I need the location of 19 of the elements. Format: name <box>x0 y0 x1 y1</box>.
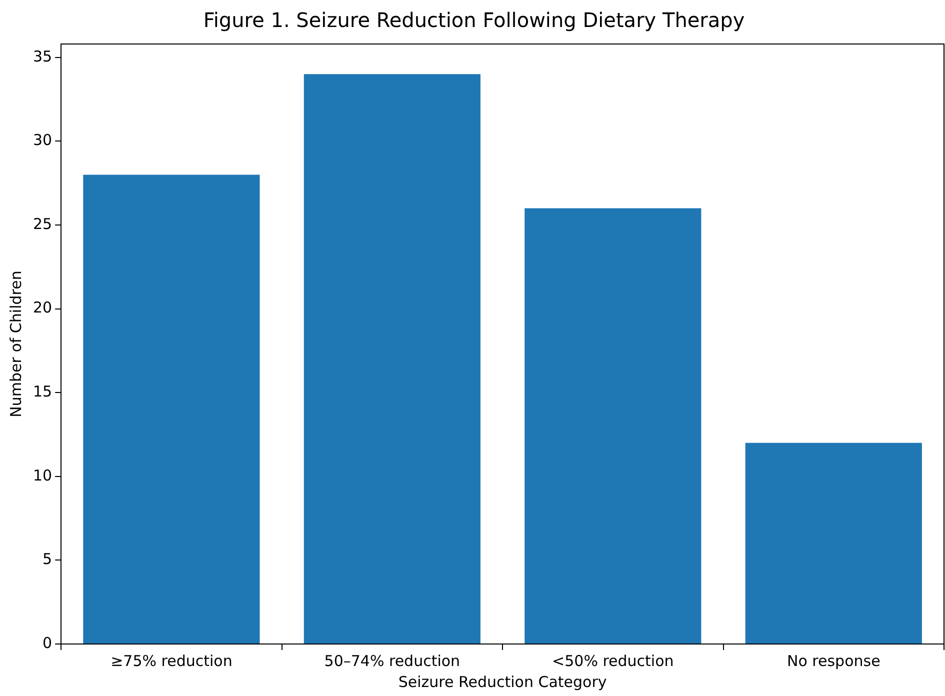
y-tick-label: 25 <box>32 214 52 233</box>
bar <box>83 174 260 644</box>
y-tick-label: 5 <box>42 550 52 568</box>
x-axis-title: Seizure Reduction Category <box>398 672 607 691</box>
y-tick-label: 30 <box>32 131 52 150</box>
y-axis-title: Number of Children <box>6 270 25 418</box>
x-tick-label: 50–74% reduction <box>324 652 460 670</box>
chart-title: Figure 1. Seizure Reduction Following Dietary Therapy <box>203 8 745 32</box>
y-tick-label: 20 <box>32 298 52 317</box>
y-tick-label: 35 <box>32 47 52 66</box>
bar <box>745 442 922 644</box>
x-tick-label: <50% reduction <box>552 652 674 670</box>
y-tick-label: 0 <box>42 634 52 652</box>
x-tick-label: No response <box>786 652 880 670</box>
bar <box>524 208 702 644</box>
y-tick-label: 15 <box>32 382 52 400</box>
y-tick-label: 10 <box>32 466 52 484</box>
x-tick-label: ≥75% reduction <box>110 652 232 670</box>
bar <box>304 74 480 644</box>
